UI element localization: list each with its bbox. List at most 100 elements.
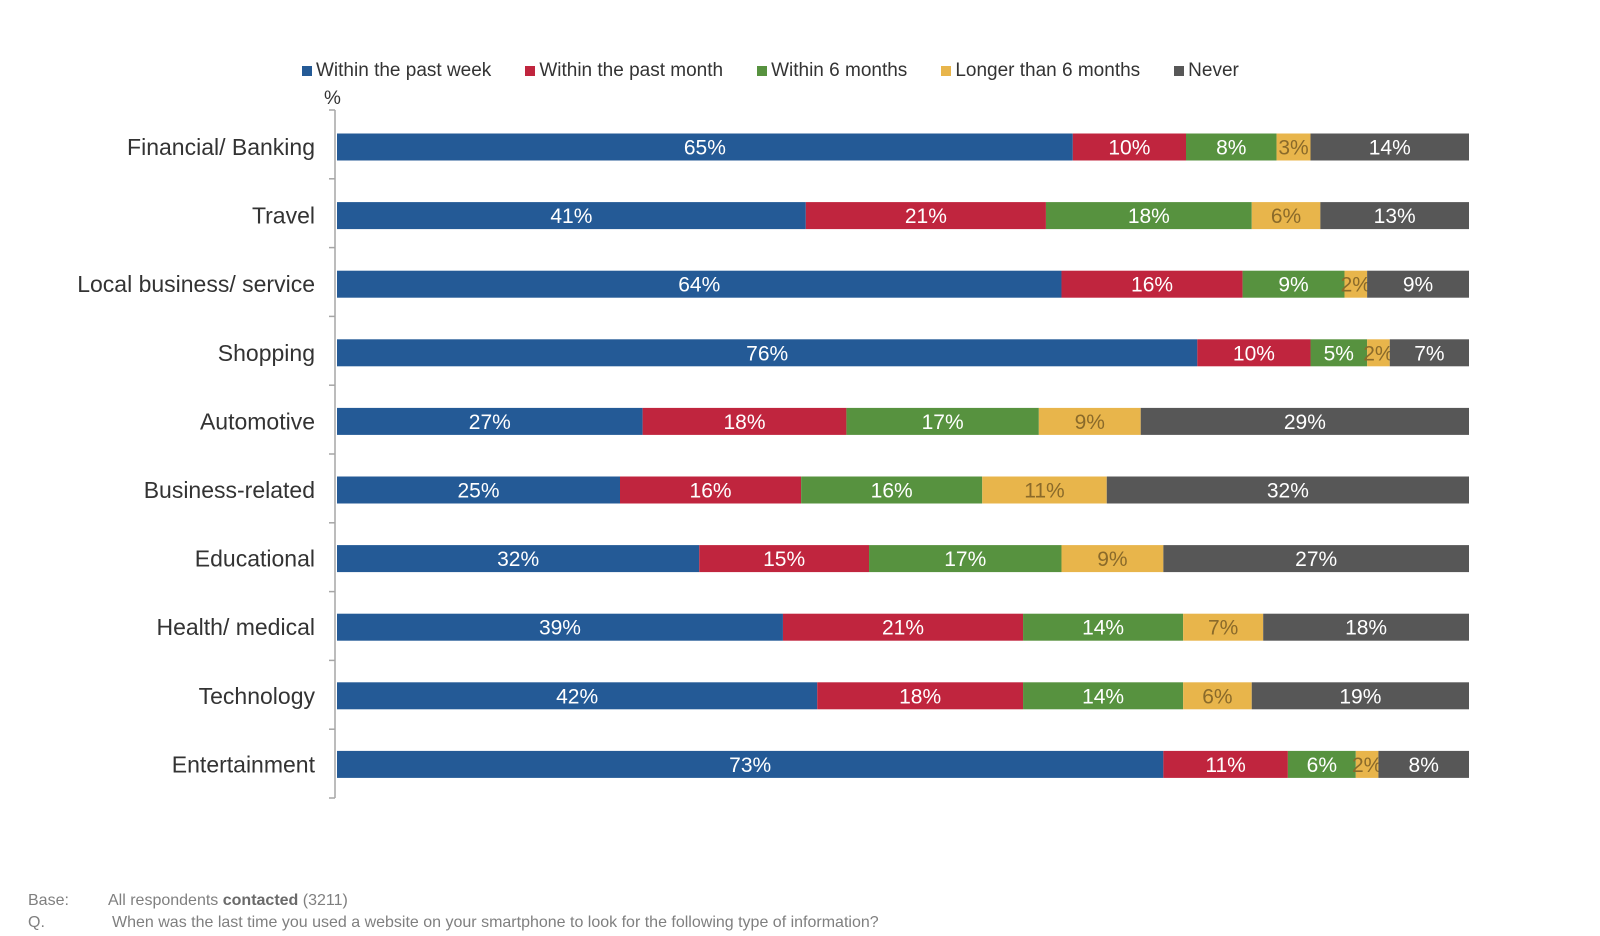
data-label: 25%	[457, 480, 499, 503]
data-label: 2%	[1363, 342, 1393, 365]
bar-segment	[337, 476, 620, 504]
data-label: 6%	[1271, 205, 1301, 228]
bar-segment	[337, 682, 818, 710]
chart-footer: Base: All respondents contacted (3211) Q…	[28, 890, 879, 934]
data-label: 32%	[497, 548, 539, 571]
data-label: 27%	[1295, 548, 1337, 571]
bar-segment	[1186, 133, 1277, 161]
bar-segment	[337, 270, 1062, 298]
bar-segment	[1378, 750, 1469, 778]
legend-item: Never	[1174, 60, 1239, 82]
bar-segment	[1310, 133, 1469, 161]
data-label: 16%	[871, 480, 913, 503]
data-label: 39%	[539, 617, 581, 640]
bar-segment	[1163, 545, 1469, 573]
data-label: 65%	[684, 137, 726, 160]
category-label: Financial/ Banking	[127, 134, 315, 160]
bar-segment	[1320, 202, 1469, 230]
bar-segment	[337, 202, 806, 230]
bar-segment	[1106, 476, 1469, 504]
data-label: 10%	[1108, 137, 1150, 160]
data-label: 27%	[469, 411, 511, 434]
legend-swatch	[302, 66, 312, 76]
data-label: 9%	[1278, 274, 1308, 297]
bar-segment	[1242, 270, 1345, 298]
bar-segment	[1038, 407, 1141, 435]
data-label: 14%	[1369, 137, 1411, 160]
bar-segment	[1061, 545, 1164, 573]
bar-segment	[337, 750, 1164, 778]
bar-segment	[1367, 270, 1469, 298]
data-label: 9%	[1097, 548, 1127, 571]
base-text: All respondents contacted (3211)	[108, 890, 348, 912]
bar-segment	[1183, 682, 1252, 710]
data-label: 29%	[1284, 411, 1326, 434]
data-label: 2%	[1341, 274, 1371, 297]
data-label: 8%	[1409, 754, 1439, 777]
base-note: Base: All respondents contacted (3211)	[28, 890, 879, 912]
bar-segment	[337, 407, 643, 435]
data-label: 76%	[746, 342, 788, 365]
base-text-main: All respondents	[108, 892, 219, 909]
bar-segment	[782, 613, 1024, 641]
bar-segment	[337, 613, 783, 641]
data-label: 32%	[1267, 480, 1309, 503]
data-label: 14%	[1082, 685, 1124, 708]
bar-segment	[1310, 339, 1368, 367]
bar-segment	[337, 545, 700, 573]
data-label: 19%	[1339, 685, 1381, 708]
data-label: 16%	[690, 480, 732, 503]
bar-segment	[642, 407, 847, 435]
category-label: Health/ medical	[156, 614, 315, 640]
category-label: Travel	[252, 203, 315, 229]
data-label: 21%	[882, 617, 924, 640]
legend-label: Never	[1188, 60, 1239, 81]
data-label: 5%	[1324, 342, 1354, 365]
data-label: 9%	[1075, 411, 1105, 434]
bar-segment	[1276, 133, 1311, 161]
category-label: Shopping	[218, 340, 315, 366]
bar-segment	[1367, 339, 1390, 367]
base-count: (3211)	[302, 892, 348, 909]
category-label: Automotive	[200, 408, 315, 434]
data-label: 16%	[1131, 274, 1173, 297]
data-label: 6%	[1202, 685, 1232, 708]
bar-segment	[846, 407, 1039, 435]
data-label: 11%	[1205, 754, 1245, 777]
data-label: 41%	[550, 205, 592, 228]
data-label: 18%	[724, 411, 766, 434]
legend-item: Within the past month	[525, 60, 723, 82]
category-label: Technology	[199, 683, 316, 709]
data-label: 15%	[763, 548, 805, 571]
bar-segment	[1072, 133, 1186, 161]
data-label: 14%	[1082, 617, 1124, 640]
legend-label: Within 6 months	[771, 60, 908, 81]
bar-segment	[1197, 339, 1311, 367]
question-key: Q.	[28, 914, 45, 931]
data-label: 7%	[1414, 342, 1444, 365]
bar-segment	[817, 682, 1024, 710]
legend-label: Within the past month	[539, 60, 724, 81]
legend-label: Longer than 6 months	[955, 60, 1141, 81]
data-label: 13%	[1374, 205, 1416, 228]
category-label: Business-related	[144, 477, 315, 503]
bar-segment	[1344, 270, 1368, 298]
base-text-bold: contacted	[222, 892, 299, 909]
bar-segment	[1287, 750, 1356, 778]
data-label: 64%	[678, 274, 720, 297]
data-label: 21%	[905, 205, 947, 228]
bar-segment	[805, 202, 1046, 230]
data-label: 10%	[1233, 342, 1275, 365]
data-label: 18%	[899, 685, 941, 708]
bar-segment	[1355, 750, 1379, 778]
legend-swatch	[757, 66, 768, 76]
legend-swatch	[941, 66, 952, 76]
category-label: Educational	[195, 546, 315, 572]
bar-segment	[337, 339, 1198, 367]
data-label: 42%	[556, 685, 598, 708]
base-key: Base:	[28, 892, 69, 909]
legend-item: Longer than 6 months	[941, 60, 1140, 82]
stacked-bar-chart: Financial/ Banking 65% 10% 8% 3% 14% Travel 41%…	[77, 109, 1469, 799]
bar-segment	[699, 545, 870, 573]
bar-segment	[982, 476, 1107, 504]
